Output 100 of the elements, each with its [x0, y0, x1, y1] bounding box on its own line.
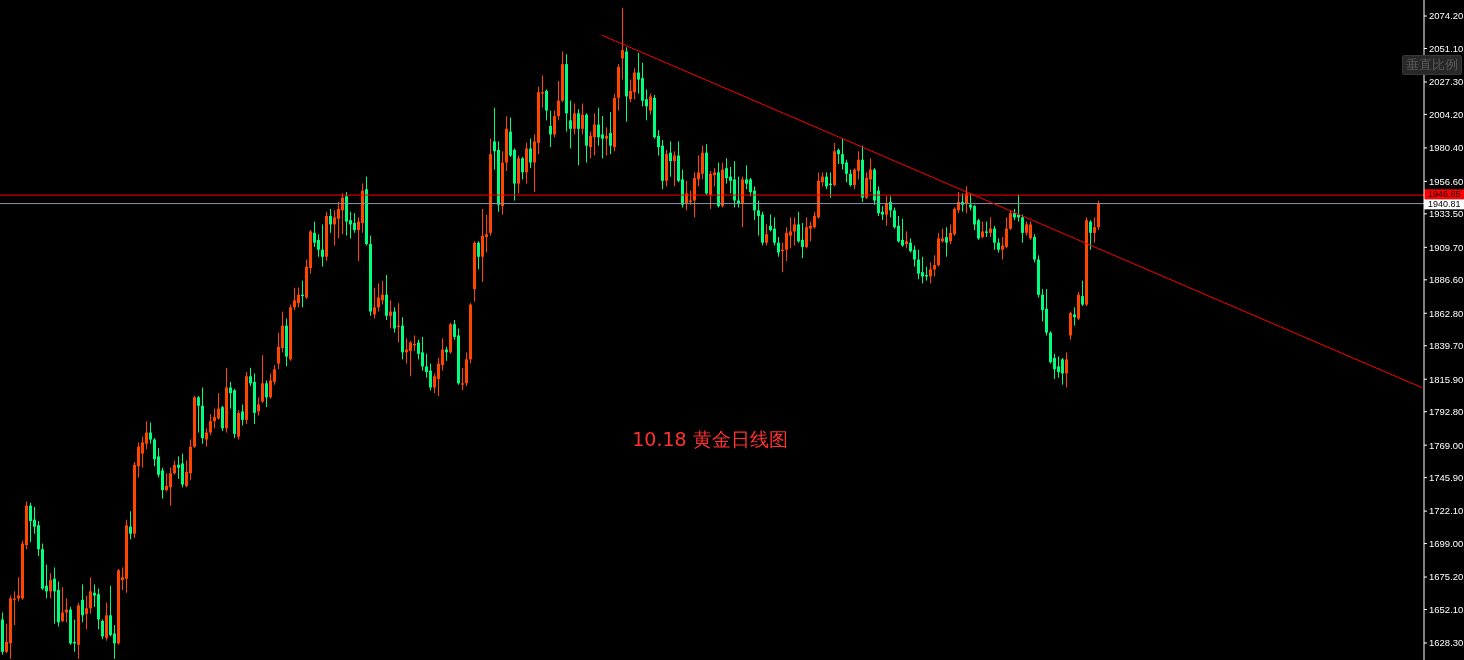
- candlestick: [85, 595, 88, 630]
- candlestick: [557, 80, 560, 121]
- y-tick-label: 2004.20: [1429, 108, 1464, 120]
- candlestick: [841, 138, 844, 171]
- candlestick: [373, 287, 376, 320]
- candlestick: [1065, 351, 1068, 389]
- candlestick: [733, 160, 736, 209]
- y-tick-label: 2027.30: [1429, 76, 1464, 88]
- candlestick: [609, 111, 612, 155]
- candlestick: [709, 170, 712, 210]
- candlestick: [785, 226, 788, 262]
- candlestick: [545, 88, 548, 121]
- candlestick: [1093, 216, 1096, 244]
- candlestick: [1069, 311, 1072, 341]
- candlestick: [669, 140, 672, 178]
- candlestick: [649, 93, 652, 116]
- candlestick: [797, 211, 800, 244]
- candlestick: [549, 110, 552, 148]
- candlestick: [37, 520, 40, 557]
- y-tick-label: 1652.10: [1429, 603, 1464, 615]
- candlestick: [745, 164, 748, 190]
- candlestick: [421, 336, 424, 372]
- candlestick: [777, 236, 780, 258]
- candlestick: [701, 145, 704, 180]
- candlestick: [601, 115, 604, 159]
- candlestick: [393, 306, 396, 334]
- candlestick: [569, 100, 572, 149]
- text: 10.18 黄金日线图: [631, 427, 789, 452]
- candlestick: [129, 510, 132, 540]
- candlestick: [353, 212, 356, 234]
- candlestick: [29, 502, 32, 543]
- candlestick: [105, 602, 108, 642]
- candlestick: [53, 566, 56, 625]
- candlestick: [213, 408, 216, 429]
- candlestick: [1073, 306, 1076, 327]
- candlestick: [429, 363, 432, 391]
- y-tick-label: 1769.00: [1429, 439, 1464, 451]
- y-tick-label: 2051.10: [1429, 42, 1464, 54]
- candlestick: [261, 354, 264, 404]
- candlestick: [337, 201, 340, 239]
- candlestick: [389, 299, 392, 329]
- candlestick: [1057, 356, 1060, 379]
- candlestick: [553, 110, 556, 138]
- candlestick: [297, 287, 300, 308]
- candlestick: [1009, 209, 1012, 231]
- y-tick-label: 1862.80: [1429, 307, 1464, 319]
- candlestick: [945, 226, 948, 258]
- candlestick: [61, 586, 64, 623]
- candlestick: [593, 112, 596, 157]
- candlestick: [521, 156, 524, 180]
- candlestick: [1021, 214, 1024, 244]
- y-tick-label: 2074.20: [1429, 10, 1464, 22]
- candlestick: [1089, 219, 1092, 251]
- candlestick: [865, 171, 868, 200]
- candlestick: [765, 223, 768, 246]
- candlestick: [89, 576, 92, 615]
- candlestick: [269, 372, 272, 400]
- candlestick: [197, 395, 200, 433]
- candlestick: [581, 102, 584, 135]
- candlestick: [1061, 357, 1064, 386]
- candlestick: [993, 225, 996, 251]
- candlestick: [317, 233, 320, 258]
- candlestick: [205, 427, 208, 448]
- candlestick: [801, 222, 804, 259]
- candlestick: [525, 142, 528, 185]
- candlestick: [633, 67, 636, 100]
- candlestick: [81, 583, 84, 623]
- candlestick: [1029, 221, 1032, 241]
- ref-line-label: 1946.85: [1428, 189, 1461, 200]
- candlestick: [773, 216, 776, 246]
- candlestick: [929, 261, 932, 284]
- candlestick: [181, 453, 184, 488]
- candlestick: [641, 62, 644, 107]
- candlestick: [1097, 200, 1100, 231]
- candlestick: [209, 413, 212, 436]
- candlestick: [221, 405, 224, 432]
- candlestick: [621, 7, 624, 81]
- y-tick-label: 1722.10: [1429, 505, 1464, 517]
- y-tick-label: 1792.80: [1429, 406, 1464, 418]
- candlestick: [377, 282, 380, 313]
- candlestick: [477, 240, 480, 270]
- candlestick: [333, 209, 336, 246]
- candlestick: [257, 396, 260, 417]
- candlestick: [921, 256, 924, 284]
- candlestick: [237, 409, 240, 441]
- y-tick-label: 1745.90: [1429, 472, 1464, 484]
- y-tick-label: 1815.90: [1429, 373, 1464, 385]
- candlestick: [693, 171, 696, 218]
- candlestick: [145, 420, 148, 450]
- candlestick: [49, 572, 52, 599]
- candlestick: [1081, 280, 1084, 307]
- candlestick: [933, 254, 936, 277]
- candlestick: [529, 138, 532, 169]
- candlestick: [465, 351, 468, 387]
- candlestick: [793, 216, 796, 246]
- candlestick: [577, 108, 580, 166]
- candlestick: [913, 245, 916, 268]
- candlestick: [149, 422, 152, 445]
- y-tick-label: 1909.70: [1429, 241, 1464, 253]
- candlestick: [101, 619, 104, 640]
